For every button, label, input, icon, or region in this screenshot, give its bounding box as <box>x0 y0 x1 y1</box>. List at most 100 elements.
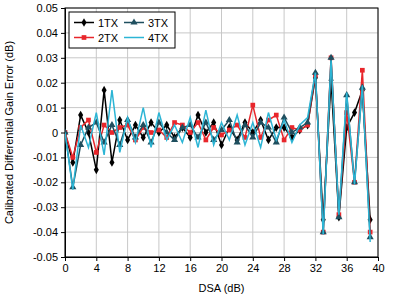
marker <box>102 86 107 95</box>
plot-frame <box>65 8 378 257</box>
tick-label: 0.05 <box>37 2 58 14</box>
marker <box>171 136 178 142</box>
marker <box>352 108 357 117</box>
tick: 4 <box>94 257 100 274</box>
tick-mark <box>61 83 65 84</box>
marker <box>196 111 201 120</box>
legend-label: 3TX <box>148 17 169 29</box>
marker <box>196 120 201 125</box>
tick-label: 36 <box>341 262 353 274</box>
tick: -0.02 <box>33 176 65 188</box>
legend-entry: 3TX <box>124 17 169 29</box>
tick: 0.01 <box>37 102 65 114</box>
tick-mark <box>61 232 65 233</box>
tick-label: -0.04 <box>33 226 58 238</box>
tick: 0.05 <box>37 2 65 14</box>
marker <box>86 118 91 123</box>
marker <box>125 136 130 145</box>
tick-mark <box>378 257 379 261</box>
legend-entry: 4TX <box>124 32 169 44</box>
marker <box>274 123 279 132</box>
tick-label: -0.02 <box>33 176 58 188</box>
marker <box>257 118 264 124</box>
marker <box>70 155 75 160</box>
tick-label: -0.05 <box>33 251 58 263</box>
grid <box>65 8 378 257</box>
tick-mark <box>61 33 65 34</box>
tick-mark <box>315 257 316 261</box>
tick-mark <box>347 257 348 261</box>
tick-label: 24 <box>247 262 259 274</box>
marker <box>179 123 186 129</box>
tick: 0 <box>52 127 65 139</box>
tick: 0.03 <box>37 52 65 64</box>
grid-line <box>65 182 378 183</box>
tick: -0.04 <box>33 226 65 238</box>
tick: 0.02 <box>37 77 65 89</box>
marker <box>219 133 224 138</box>
tick-label: 16 <box>185 262 197 274</box>
marker <box>219 141 224 150</box>
legend-entry: 2TX <box>74 32 119 44</box>
tick-label: 8 <box>125 262 131 274</box>
tick: 0 <box>62 257 68 274</box>
tick-label: 4 <box>94 262 100 274</box>
tick: 16 <box>185 257 197 274</box>
grid-line <box>65 107 378 108</box>
tick: -0.05 <box>33 251 65 263</box>
legend-entry: 1TX <box>74 17 119 29</box>
tick: 8 <box>125 257 131 274</box>
tick: 20 <box>216 257 228 274</box>
tick-mark <box>159 257 160 261</box>
marker <box>94 150 99 155</box>
marker <box>226 116 233 122</box>
tick-mark <box>253 257 254 261</box>
tick: 40 <box>372 257 384 274</box>
marker <box>204 138 209 143</box>
marker <box>133 121 138 130</box>
marker <box>117 125 122 130</box>
marker <box>109 158 114 167</box>
marker <box>249 133 256 139</box>
tick-label: -0.01 <box>33 151 58 163</box>
marker <box>211 125 216 130</box>
tick: -0.01 <box>33 151 65 163</box>
tick: -0.03 <box>33 201 65 213</box>
tick-mark <box>128 257 129 261</box>
data-area <box>65 54 374 242</box>
tick-mark <box>61 182 65 183</box>
marker <box>234 138 241 144</box>
tick-label: -0.03 <box>33 201 58 213</box>
tick-label: 0.02 <box>37 77 58 89</box>
axis-line <box>66 258 379 262</box>
tick-label: 0.04 <box>37 27 58 39</box>
marker <box>117 116 122 125</box>
grid-line <box>65 232 378 233</box>
marker <box>282 138 287 143</box>
marker <box>241 121 248 127</box>
tick: 36 <box>341 257 353 274</box>
tick: 24 <box>247 257 259 274</box>
marker <box>108 121 115 127</box>
tick-label: 0 <box>52 127 58 139</box>
tick-label: 20 <box>216 262 228 274</box>
legend-marker <box>130 18 137 24</box>
marker <box>149 130 154 135</box>
tick-mark <box>61 133 65 134</box>
y-axis: -0.05 -0.04 -0.03 -0.02 -0.01 0 0.01 0.02 0.03 0.… <box>33 2 66 263</box>
marker <box>149 118 154 127</box>
legend-label: 4TX <box>148 32 169 44</box>
tick-mark <box>61 58 65 59</box>
tick-label: 40 <box>372 262 384 274</box>
tick-label: 0.03 <box>37 52 58 64</box>
marker <box>94 165 99 174</box>
series-line <box>65 60 370 242</box>
y-axis-title: Calibrated Differential Gain Error (dB) <box>3 41 15 224</box>
chart: 0481216202428323640-0.05-0.04-0.03-0.02-… <box>0 0 407 298</box>
marker <box>227 128 232 133</box>
marker <box>78 111 83 120</box>
marker <box>141 133 146 142</box>
tick-mark <box>190 257 191 261</box>
tick-mark <box>61 108 65 109</box>
marker <box>164 121 169 130</box>
